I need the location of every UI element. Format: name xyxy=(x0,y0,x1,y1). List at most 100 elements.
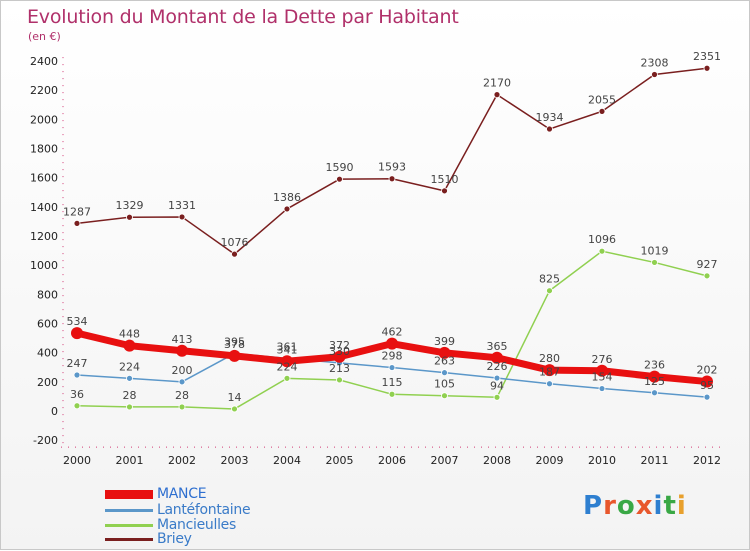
y-tick-label: 0 xyxy=(51,405,58,418)
y-tick-label: 2400 xyxy=(30,55,58,68)
chart-subtitle: (en €) xyxy=(28,30,61,43)
x-tick-label: 2012 xyxy=(693,454,721,467)
data-label: 280 xyxy=(539,352,560,365)
x-tick-label: 2003 xyxy=(221,454,249,467)
x-tick-label: 2001 xyxy=(116,454,144,467)
data-label: 413 xyxy=(172,333,193,346)
x-tick-label: 2007 xyxy=(431,454,459,467)
data-point xyxy=(386,337,398,350)
y-tick-label: 1600 xyxy=(30,172,58,185)
data-label: 200 xyxy=(172,364,193,377)
x-tick-label: 2004 xyxy=(273,454,301,467)
data-label: 1593 xyxy=(378,161,406,174)
data-point xyxy=(178,403,186,411)
data-label: 1019 xyxy=(641,244,669,257)
data-label: 224 xyxy=(119,360,140,373)
x-tick-label: 2008 xyxy=(483,454,511,467)
x-tick-label: 2002 xyxy=(168,454,196,467)
data-point xyxy=(126,374,133,382)
data-point xyxy=(126,213,133,221)
data-label: 263 xyxy=(434,355,455,368)
data-label: 125 xyxy=(644,375,665,388)
data-point xyxy=(336,376,343,384)
legend-label: Briey xyxy=(157,531,192,547)
data-label: 115 xyxy=(382,376,403,389)
legend-item: Briey xyxy=(105,531,192,547)
data-label: 213 xyxy=(329,362,350,375)
data-point xyxy=(598,385,606,392)
data-point xyxy=(543,364,556,377)
data-point xyxy=(388,390,396,398)
series-briey xyxy=(73,64,711,258)
data-point xyxy=(703,272,711,280)
legend-label: Lantéfontaine xyxy=(157,502,251,518)
y-tick-label: 1400 xyxy=(30,201,58,214)
data-label: 365 xyxy=(487,340,508,353)
data-label: 247 xyxy=(67,357,88,370)
data-point xyxy=(441,187,448,195)
data-point xyxy=(71,327,83,340)
x-tick-label: 2011 xyxy=(641,454,669,467)
data-point xyxy=(283,374,291,382)
data-label: 1934 xyxy=(536,111,564,124)
data-label: 927 xyxy=(697,258,718,271)
data-label: 36 xyxy=(70,388,84,401)
data-label: 1510 xyxy=(431,173,459,186)
y-tick-label: 600 xyxy=(37,318,58,331)
x-tick-label: 2006 xyxy=(378,454,406,467)
data-point xyxy=(336,175,343,183)
y-tick-label: 1200 xyxy=(30,230,58,243)
legend-item: MANCE xyxy=(105,486,207,502)
data-point xyxy=(281,355,293,368)
data-label: 202 xyxy=(697,364,718,377)
legend-swatch xyxy=(105,523,153,527)
data-point xyxy=(703,393,711,401)
data-point xyxy=(441,369,448,377)
data-point xyxy=(73,371,81,379)
data-label: 395 xyxy=(224,335,245,348)
legend-item: Mancieulles xyxy=(105,517,236,533)
data-point xyxy=(493,393,501,401)
y-tick-label: -200 xyxy=(33,434,58,447)
legend-label: Mancieulles xyxy=(157,517,236,533)
data-label: 1590 xyxy=(326,161,354,174)
chart-axes: -200 0 200 400 600 800 1000 1200 1400 1600 1800 200… xyxy=(30,55,723,467)
data-point xyxy=(651,259,658,266)
chart-data-labels: 1287 1329 1331 1076 1386 1590 1593 1510 2170 1934… xyxy=(63,50,721,404)
data-label: 1329 xyxy=(116,199,144,212)
data-label: 330 xyxy=(329,345,350,358)
data-point xyxy=(123,339,136,352)
legend-swatch xyxy=(105,537,153,541)
x-tick-label: 2010 xyxy=(588,454,616,467)
legend-label: MANCE xyxy=(157,486,207,502)
data-label: 105 xyxy=(434,378,455,391)
y-tick-label: 200 xyxy=(37,376,58,389)
x-tick-label: 2009 xyxy=(536,454,564,467)
data-point xyxy=(491,351,503,364)
data-label: 378 xyxy=(224,338,245,351)
y-tick-label: 400 xyxy=(37,347,58,360)
data-label: 1096 xyxy=(588,233,616,246)
data-label: 94 xyxy=(490,379,504,392)
data-point xyxy=(441,392,448,400)
chart-title: Evolution du Montant de la Dette par Hab… xyxy=(27,6,459,28)
data-point xyxy=(546,287,553,295)
data-point xyxy=(648,370,661,383)
data-label: 825 xyxy=(539,273,560,286)
y-tick-label: 2200 xyxy=(30,84,58,97)
proxiti-logo: Proxiti xyxy=(583,491,687,521)
data-label: 95 xyxy=(700,379,714,392)
legend-item: Lantéfontaine xyxy=(105,502,251,518)
data-label: 372 xyxy=(329,339,350,352)
data-label: 28 xyxy=(123,389,137,402)
data-point xyxy=(231,405,238,413)
x-tick-label: 2000 xyxy=(63,454,91,467)
x-tick-label: 2005 xyxy=(326,454,354,467)
data-point xyxy=(231,250,238,258)
data-label: 2308 xyxy=(641,56,669,69)
data-label: 224 xyxy=(277,360,298,373)
data-label: 28 xyxy=(175,389,189,402)
data-point xyxy=(73,402,81,410)
